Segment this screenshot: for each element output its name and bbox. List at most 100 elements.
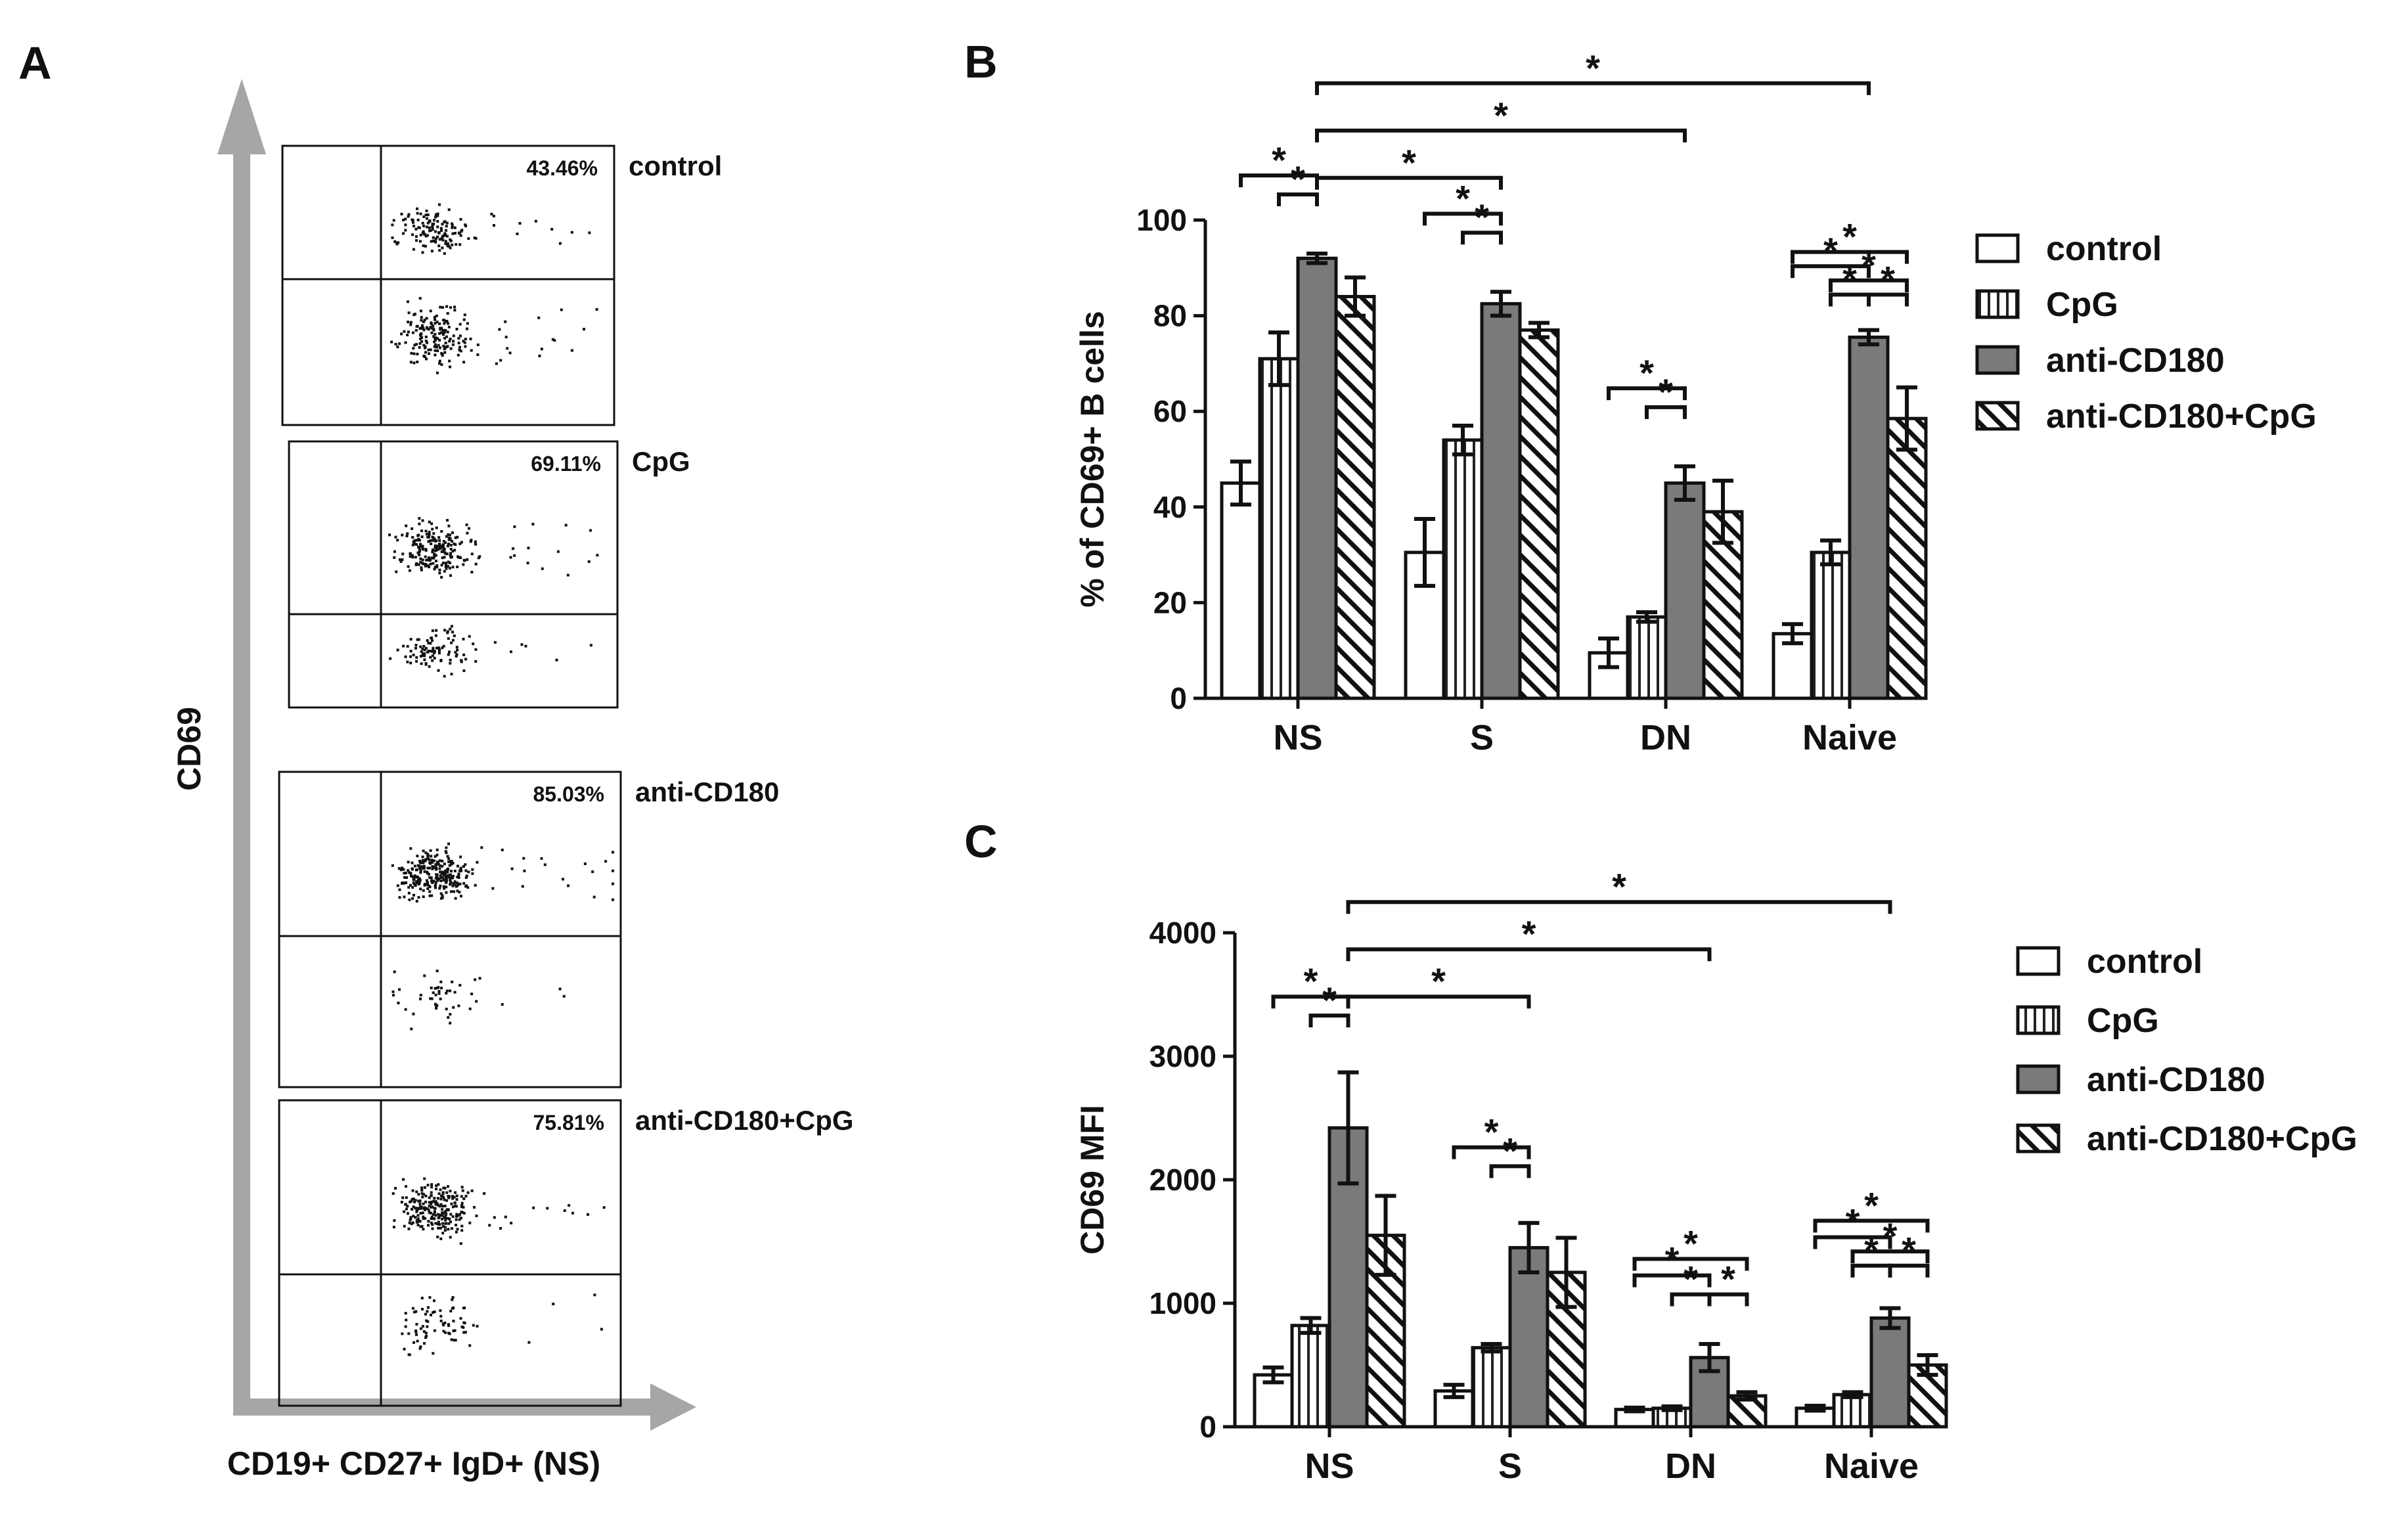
legend-swatch [1975,345,2020,375]
flow-dot [418,879,422,882]
flow-dot [429,326,432,329]
flow-dot [501,1003,504,1006]
flow-dot [493,1216,496,1219]
flow-dot [453,883,457,886]
significance-star: * [1522,913,1536,954]
error-bar [1624,1405,1645,1414]
flow-dot [420,568,423,571]
flow-dot [439,1309,442,1312]
flow-dot [428,1296,432,1299]
flow-dot [509,556,512,559]
significance-star: * [1862,244,1876,286]
flow-dot [443,675,446,678]
flow-dot [455,1194,458,1197]
y-axis-label: CD69 MFI [1074,1105,1111,1255]
flow-dot [438,867,441,870]
flow-dot [417,563,420,566]
flow-dot [407,311,411,315]
flow-dot [418,539,421,542]
flow-dot [422,1215,425,1219]
flow-dot [426,1207,429,1210]
flow-dot [404,341,407,344]
flow-dot [389,657,392,660]
flow-dot [438,249,441,252]
flow-dot [413,864,416,868]
flow-dot [414,884,417,887]
flow-dot [546,1207,549,1210]
flow-dot [432,222,435,225]
legend-label: control [2046,230,2162,268]
flow-dot [445,221,449,225]
flow-dot [474,884,477,887]
x-tick-label: S [1498,1446,1522,1486]
flow-dot [439,305,442,309]
flow-dot [452,334,455,338]
flow-dot [433,1197,436,1199]
flow-dot [459,855,462,859]
flow-dot [455,646,458,649]
flow-dot [415,1210,418,1213]
flow-dot [441,646,444,650]
bar [1869,1316,1911,1429]
flow-dot [415,882,418,884]
flow-dot [443,1216,446,1219]
flow-dots [390,203,598,374]
flow-dot [434,215,437,219]
flow-dot [432,327,435,330]
flow-dot [407,330,410,334]
flow-dot [412,347,415,350]
flow-dot [560,308,563,311]
flow-dot [458,243,462,246]
flow-dot [439,879,443,882]
flow-dot [404,1203,407,1206]
flow-dot [441,870,445,874]
flow-dot [445,880,448,883]
flow-dot [396,346,399,349]
flow-dot [451,1205,455,1209]
flow-dot [540,857,543,860]
flow-dot [453,542,456,545]
flow-dot [438,568,441,571]
flow-dot [430,1186,434,1189]
flow-dot [420,662,423,665]
flow-dot [403,872,406,875]
flow-dot [420,655,422,658]
flow-dot [449,246,452,250]
flow-dot [419,1345,422,1349]
flow-dot [459,234,462,237]
flow-dot [418,550,421,554]
flow-dot [455,1223,458,1226]
significance-star: * [1864,1230,1879,1271]
flow-dot [450,1202,453,1205]
flow-dot [429,997,432,1000]
flow-dot [426,866,430,870]
flow-dot [452,340,455,343]
flow-dot [436,1236,439,1238]
legend-swatch [2016,1123,2061,1153]
flow-dot [499,359,502,362]
flow-dot [412,361,416,365]
flow-dot [457,1004,460,1008]
flow-dot [412,313,416,317]
flow-dot [441,328,445,332]
flow-dot [422,1330,426,1333]
flow-dot [412,1215,415,1218]
flow-dot [416,325,419,328]
flow-dot [449,878,452,882]
flow-dot [415,1333,418,1336]
flow-dot [431,1227,434,1230]
flow-dot [430,986,433,989]
flow-dot [433,1207,436,1210]
flow-dot [474,543,478,546]
flow-dot [513,554,516,557]
flow-dot [416,1224,420,1226]
flow-dot [426,221,430,225]
flow-dot [438,1213,441,1217]
flow-dot [419,861,422,864]
flow-dot [403,1347,406,1351]
flow-dot [441,896,444,899]
flow-dot [448,566,451,570]
flow-dot [432,325,435,328]
flow-dot [425,879,428,882]
